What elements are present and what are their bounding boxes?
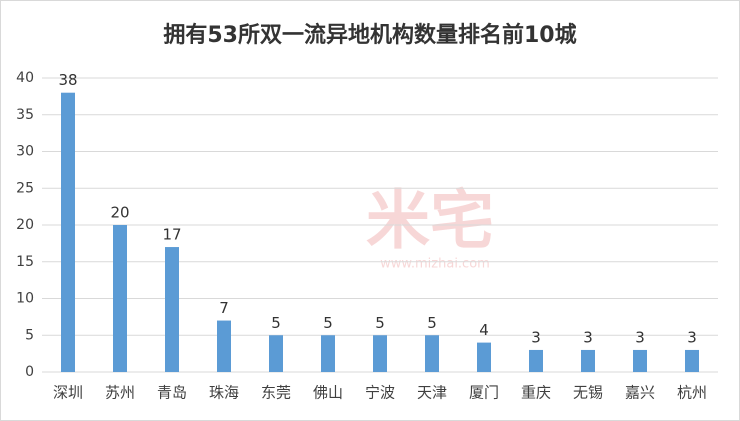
x-tick-label: 天津 — [417, 384, 447, 402]
x-tick-label: 杭州 — [677, 384, 707, 402]
value-label: 3 — [687, 328, 697, 346]
value-label: 3 — [531, 328, 541, 346]
bar — [217, 320, 231, 372]
y-tick-label: 5 — [25, 327, 34, 343]
bar — [633, 349, 647, 372]
x-tick-label: 无锡 — [573, 384, 603, 402]
value-label: 5 — [375, 314, 385, 332]
x-tick-label: 厦门 — [469, 384, 499, 402]
x-tick-label: 重庆 — [521, 384, 551, 402]
value-label: 5 — [271, 314, 281, 332]
x-tick-label: 佛山 — [313, 384, 343, 402]
bar — [165, 247, 179, 372]
bar — [113, 225, 127, 372]
bar — [269, 335, 283, 372]
bar — [529, 349, 543, 372]
bar — [425, 335, 439, 372]
y-tick-label: 40 — [16, 70, 34, 86]
x-tick-label: 东莞 — [261, 384, 291, 402]
x-tick-label: 宁波 — [365, 384, 395, 402]
y-tick-label: 15 — [16, 254, 34, 270]
watermark-url: www.mizhai.com — [380, 257, 490, 272]
value-label: 38 — [58, 71, 77, 89]
bar — [685, 349, 699, 372]
bar — [477, 342, 491, 372]
value-label: 20 — [110, 204, 129, 222]
x-tick-label: 青岛 — [157, 384, 187, 402]
value-label: 5 — [427, 314, 437, 332]
x-tick-label: 深圳 — [53, 384, 83, 402]
x-tick-label: 嘉兴 — [625, 384, 655, 402]
y-tick-label: 35 — [16, 107, 34, 123]
bar — [373, 335, 387, 372]
bar — [321, 335, 335, 372]
x-tick-label: 苏州 — [105, 384, 135, 402]
x-tick-label: 珠海 — [209, 384, 239, 402]
y-tick-label: 0 — [25, 364, 34, 380]
y-tick-label: 30 — [16, 144, 34, 160]
chart-title: 拥有53所双一流异地机构数量排名前10城 — [163, 22, 576, 48]
bar — [61, 92, 75, 372]
value-label: 3 — [583, 328, 593, 346]
y-tick-label: 25 — [16, 180, 34, 196]
watermark-brand: 米宅 — [366, 185, 494, 259]
y-tick-label: 20 — [16, 217, 34, 233]
value-label: 3 — [635, 328, 645, 346]
value-label: 7 — [219, 299, 229, 317]
bar — [581, 349, 595, 372]
value-label: 17 — [162, 226, 181, 244]
value-label: 5 — [323, 314, 333, 332]
y-tick-label: 10 — [16, 291, 34, 307]
value-label: 4 — [479, 321, 489, 339]
